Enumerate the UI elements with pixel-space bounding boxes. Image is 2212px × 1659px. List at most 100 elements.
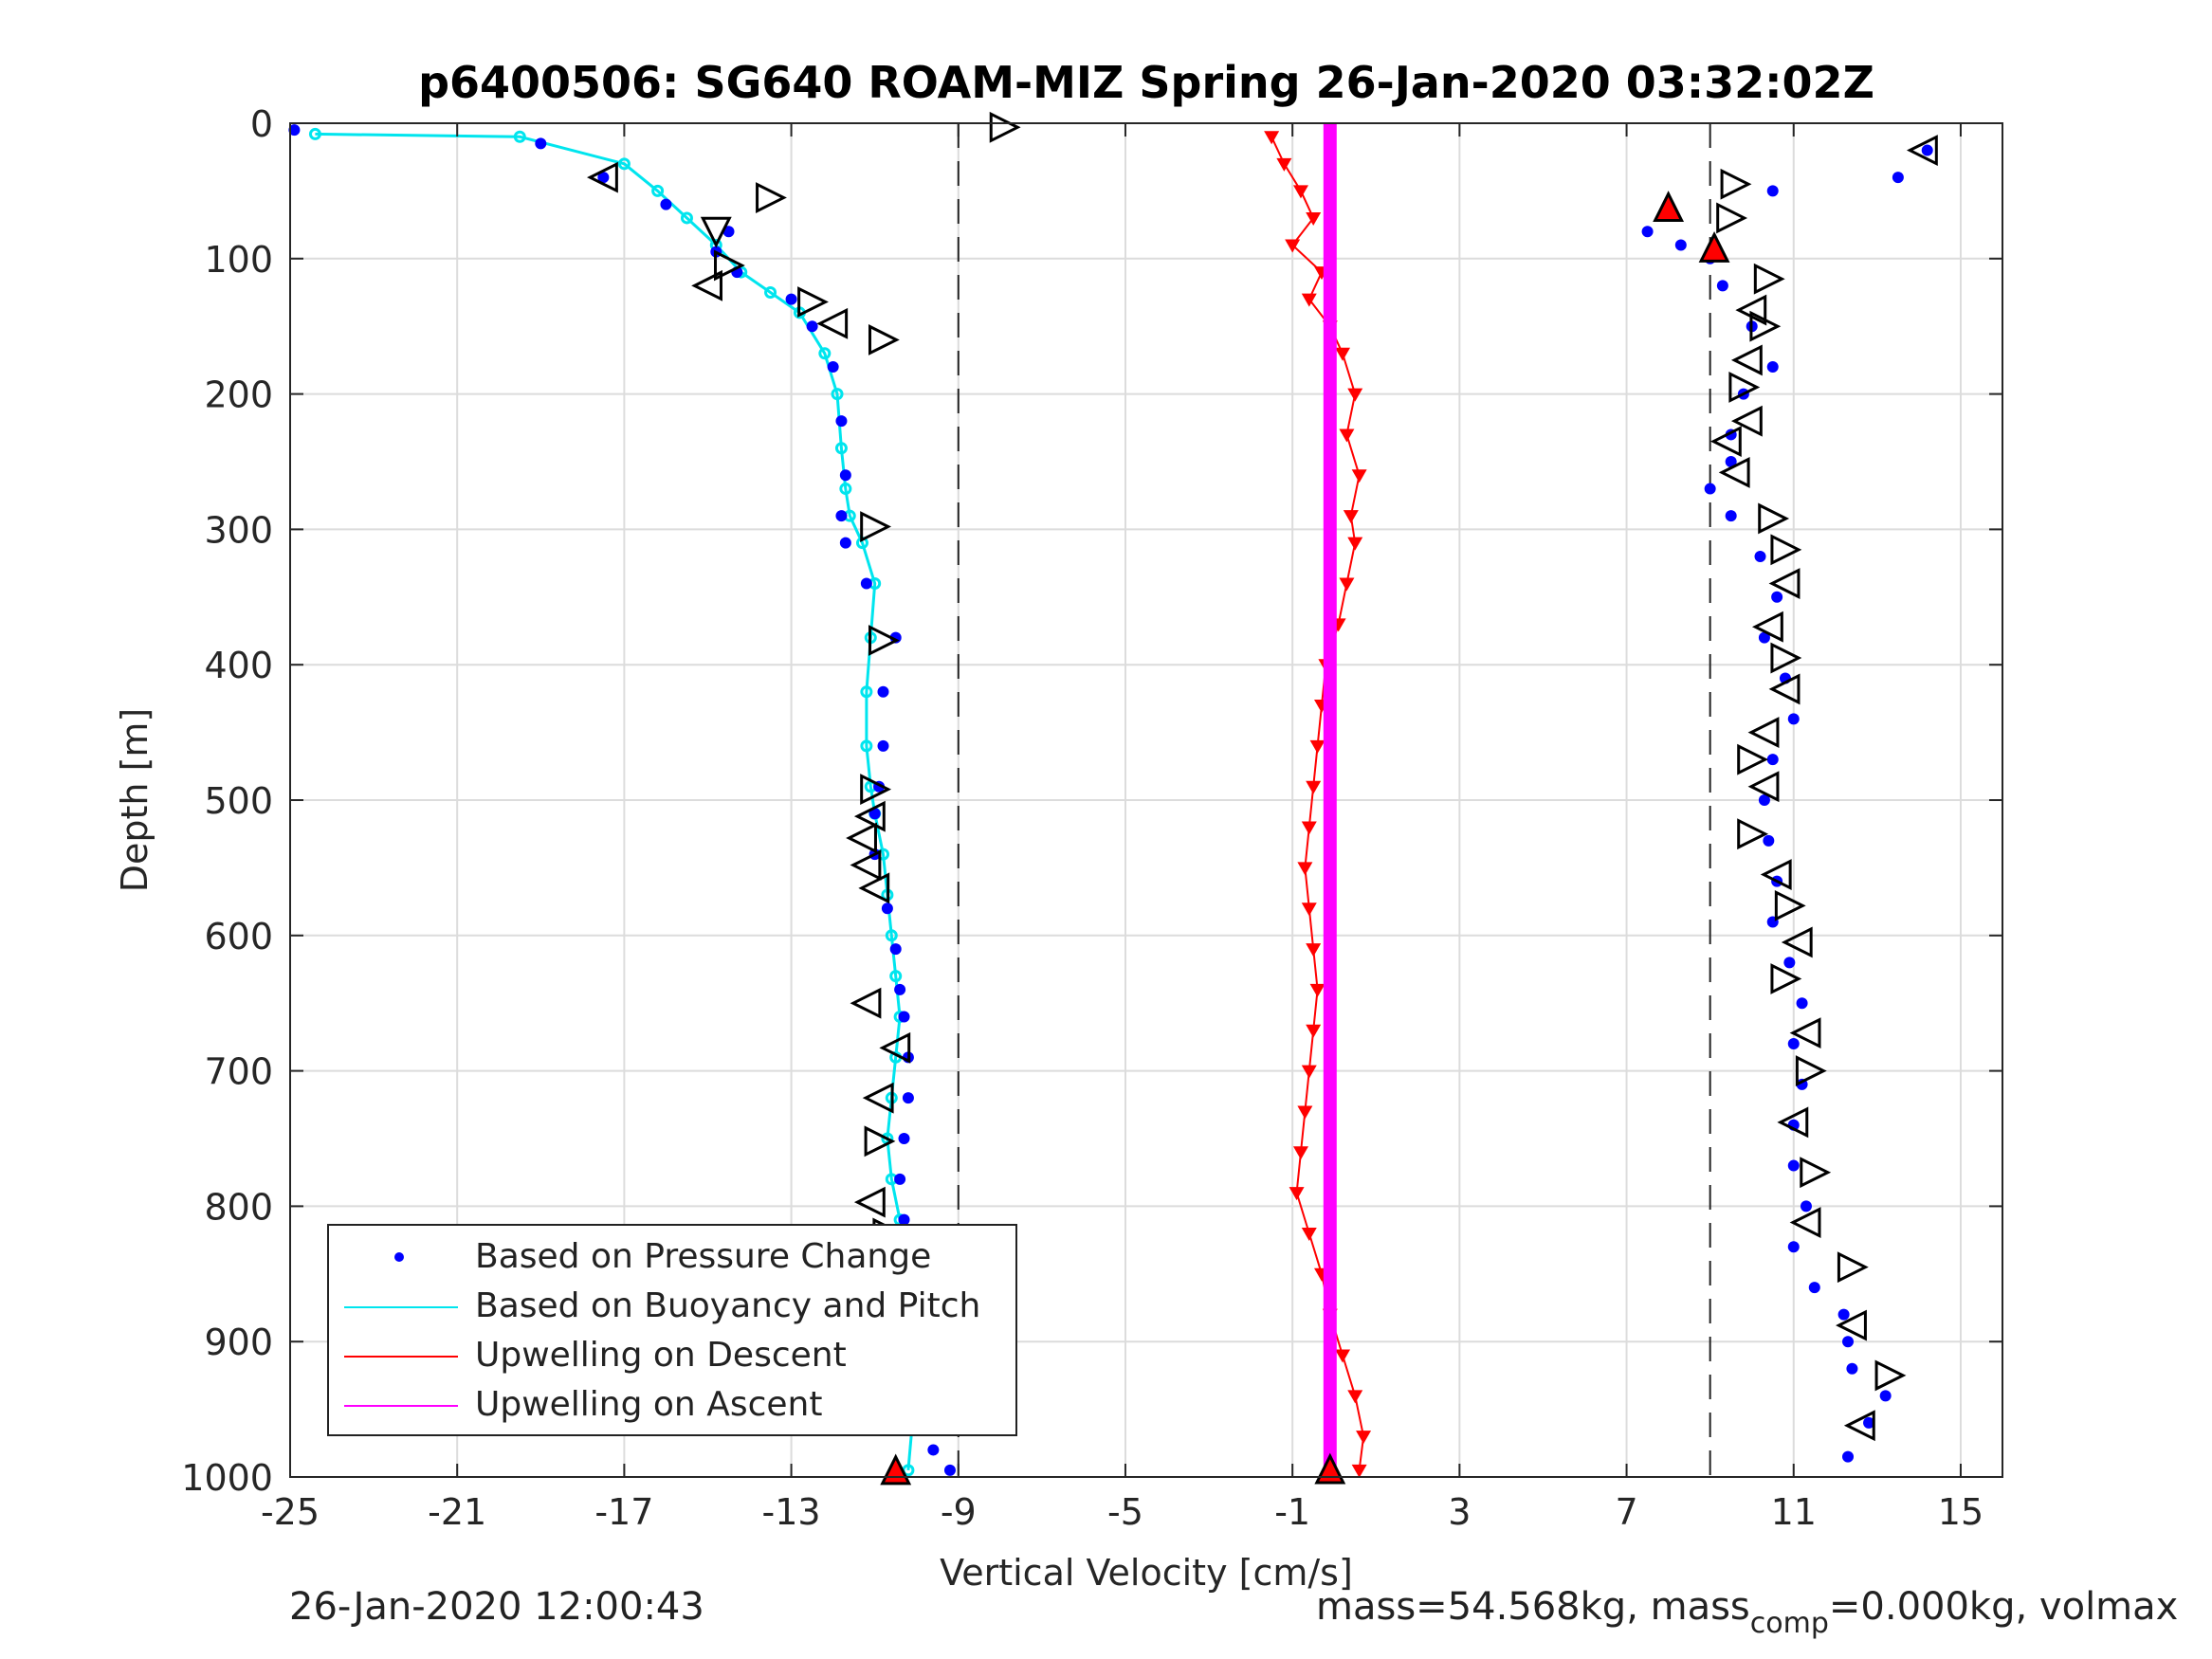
upwelling-descent-point [1264, 131, 1280, 145]
pressure-change-ascent-point [1641, 226, 1654, 238]
descent-triangle-marker [864, 1125, 896, 1158]
pressure-change-ascent-point [1842, 1336, 1855, 1348]
upwelling-descent-point [1285, 239, 1301, 253]
pressure-change-ascent-point [1787, 1159, 1800, 1172]
pressure-change-descent-point [835, 415, 848, 428]
pressure-change-descent-point [535, 137, 547, 150]
buoyancy-pitch-point [860, 739, 873, 753]
y-tick-label: 600 [204, 916, 273, 957]
pressure-change-ascent-point [1758, 631, 1770, 644]
ascent-triangle-marker [989, 111, 1021, 143]
upwelling-descent-point [1306, 211, 1322, 226]
ascent-triangle-marker [1874, 1359, 1907, 1392]
plot-series [288, 111, 1938, 1486]
descent-triangle-marker [756, 182, 787, 213]
pressure-change-ascent-point [1787, 1241, 1800, 1253]
pressure-change-ascent-point [1674, 239, 1687, 251]
y-tick-label: 300 [204, 509, 273, 551]
ascent-triangle-marker [1800, 1157, 1832, 1189]
legend-swatch-ascent [344, 1405, 458, 1407]
y-tick-label: 200 [204, 374, 273, 416]
ascent-triangle-marker [1795, 1055, 1827, 1087]
ascent-triangle-marker [1737, 818, 1769, 850]
y-tick-label: 400 [204, 645, 273, 686]
upwelling-descent-point [1339, 428, 1355, 443]
pressure-change-ascent-point [1892, 172, 1904, 184]
upwelling-descent-point [1297, 862, 1313, 876]
ascent-triangle-marker [1698, 231, 1730, 263]
upwelling-descent-point [1347, 388, 1363, 402]
buoyancy-pitch-point [889, 970, 903, 983]
x-tick-label: -1 [1274, 1491, 1310, 1533]
upwelling-descent-point [1301, 1227, 1317, 1241]
ascent-triangle-marker [1789, 1017, 1821, 1049]
pressure-change-ascent-point [1766, 361, 1779, 374]
pressure-change-descent-point [597, 172, 610, 184]
buoyancy-pitch-point [651, 184, 665, 197]
descent-triangle-marker [816, 307, 849, 339]
ascent-triangle-marker [1836, 1309, 1867, 1341]
x-axis-label: Vertical Velocity [cm/s] [940, 1552, 1353, 1594]
pressure-change-descent-point [927, 1444, 940, 1456]
descent-triangle-marker [868, 625, 900, 656]
upwelling-descent-point [1306, 943, 1322, 957]
pressure-change-ascent-point [1716, 280, 1728, 292]
upwelling-descent-point [1335, 347, 1351, 361]
ascent-triangle-marker [1730, 344, 1763, 376]
ascent-triangle-marker [1716, 202, 1748, 234]
y-tick-label: 900 [204, 1322, 273, 1363]
ascent-triangle-marker [1760, 859, 1792, 890]
pressure-change-descent-point [902, 1092, 914, 1104]
descent-triangle-marker [853, 800, 886, 832]
pressure-change-descent-point [898, 1011, 910, 1023]
pressure-change-descent-point [785, 293, 797, 305]
pressure-change-descent-point [827, 361, 839, 374]
pressure-change-descent-point [898, 1213, 910, 1226]
descent-triangle-marker [853, 1186, 886, 1218]
upwelling-descent-point [1356, 1431, 1372, 1445]
ascent-triangle-marker [1728, 372, 1761, 403]
ascent-triangle-marker [1758, 502, 1790, 535]
buoyancy-pitch-point [513, 130, 526, 143]
pressure-change-ascent-point [1842, 1450, 1855, 1463]
x-tick-label: 15 [1938, 1491, 1983, 1533]
x-tick-label: -9 [941, 1491, 977, 1533]
upwelling-descent-point [1292, 1146, 1308, 1160]
ascent-triangle-marker [1747, 717, 1780, 749]
upwelling-descent-point [1335, 1349, 1351, 1363]
buoyancy-pitch-point [764, 286, 777, 299]
footer-mass-subscript: comp [1749, 1607, 1829, 1640]
y-tick-label: 1000 [181, 1457, 273, 1499]
pressure-change-descent-point [877, 739, 889, 752]
pressure-change-ascent-point [1766, 185, 1779, 197]
upwelling-descent-point [1306, 1024, 1322, 1038]
x-tick-label: 11 [1771, 1491, 1817, 1533]
footer-mass-part-2: =0.000kg, volmax [1828, 1585, 2179, 1629]
buoyancy-pitch-point [860, 685, 873, 699]
ascent-triangle-marker [1737, 743, 1769, 775]
buoyancy-pitch-point [680, 211, 693, 225]
chart-title: p6400506: SG640 ROAM-MIZ Spring 26-Jan-2… [418, 57, 1874, 108]
upwelling-descent-point [1351, 1464, 1367, 1478]
upwelling-descent-point [1276, 157, 1292, 172]
pressure-change-ascent-point [1808, 1282, 1820, 1294]
upwelling-descent-point [1289, 1187, 1305, 1201]
x-tick-label: -5 [1107, 1491, 1143, 1533]
buoyancy-pitch-point [617, 157, 631, 171]
pressure-change-descent-point [877, 685, 889, 698]
y-axis-label: Depth [m] [114, 708, 155, 893]
upwelling-descent-point [1301, 293, 1317, 307]
descent-triangle-marker [862, 1082, 894, 1114]
ascent-triangle-marker [1768, 568, 1801, 599]
pressure-change-ascent-point [1725, 510, 1737, 522]
y-tick-label: 800 [204, 1186, 273, 1228]
pressure-change-descent-point [894, 1173, 906, 1185]
pressure-change-ascent-point [1863, 1416, 1875, 1429]
legend-label: Based on Buoyancy and Pitch [475, 1286, 981, 1325]
pressure-change-descent-point [722, 226, 735, 238]
x-tick-label: -13 [762, 1491, 821, 1533]
buoyancy-pitch-point [831, 388, 844, 401]
descent-triangle-marker [868, 324, 900, 356]
legend-swatch-buoyancy [344, 1306, 458, 1308]
axis-ticks: -25 -21 -17 -13 -9 -5 -1 3 7 11 150100200300400500… [181, 103, 2002, 1533]
